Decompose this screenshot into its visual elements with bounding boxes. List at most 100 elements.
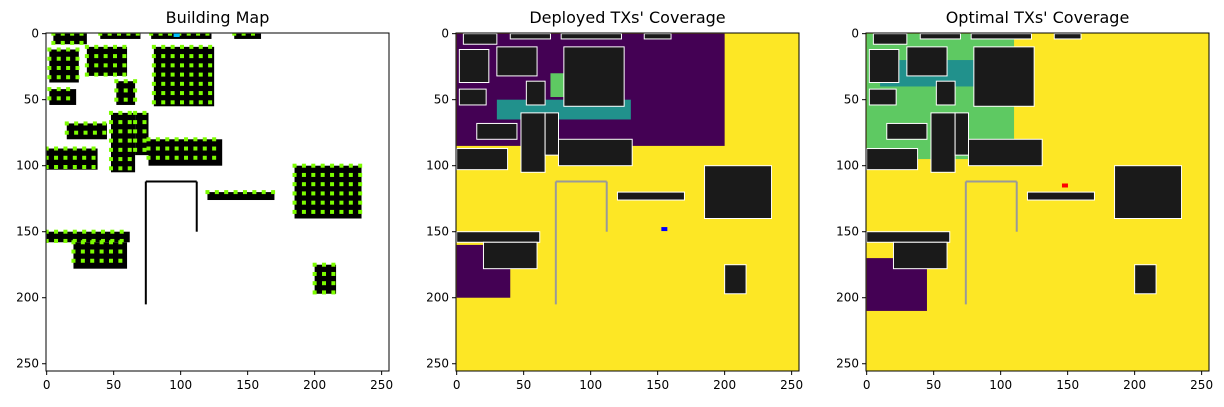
candidate-tx-point — [170, 72, 175, 77]
candidate-tx-point — [123, 79, 128, 84]
candidate-tx-point — [292, 163, 297, 168]
candidate-tx-point — [108, 147, 113, 152]
y-tick-label: 0 — [31, 27, 39, 41]
deployed-coverage-panel: Deployed TXs' Coverage 0 50 100 150 200 250 0 5… — [426, 8, 803, 392]
candidate-tx-point — [186, 33, 191, 36]
candidate-tx-point — [311, 172, 316, 177]
candidate-tx-point — [122, 72, 127, 77]
candidate-tx-point — [161, 54, 166, 59]
candidate-tx-point — [348, 200, 353, 205]
candidate-tx-point — [151, 72, 156, 77]
candidate-tx-point — [56, 75, 61, 80]
candidate-tx-point — [72, 155, 77, 160]
candidate-tx-point — [161, 72, 166, 77]
candidate-tx-point — [91, 165, 96, 170]
candidate-tx-point — [80, 249, 85, 254]
candidate-tx-point — [113, 63, 118, 68]
x-tick-label: 100 — [169, 378, 192, 392]
building-8 — [116, 81, 136, 105]
candidate-tx-point — [161, 100, 166, 105]
candidate-tx-point — [102, 130, 107, 135]
candidate-tx-point — [71, 249, 76, 254]
candidate-tx-point — [47, 75, 52, 80]
candidate-tx-point — [320, 209, 325, 214]
candidate-tx-point — [113, 44, 118, 49]
building-5 — [906, 46, 948, 77]
building-3 — [234, 33, 262, 39]
candidate-tx-point — [312, 281, 317, 286]
candidate-tx-point — [103, 44, 108, 49]
building-4 — [458, 49, 490, 84]
candidate-tx-point — [330, 191, 335, 196]
candidate-tx-point — [108, 138, 113, 143]
candidate-tx-point — [82, 165, 87, 170]
optimal-coverage-title: Optimal TXs' Coverage — [946, 8, 1130, 27]
candidate-tx-point — [47, 65, 52, 70]
candidate-tx-point — [167, 33, 172, 36]
candidate-tx-point — [179, 91, 184, 96]
candidate-tx-point — [94, 72, 99, 77]
candidate-tx-point — [79, 33, 84, 36]
candidate-tx-point — [63, 229, 68, 234]
x-tick-label: 100 — [989, 378, 1012, 392]
candidate-tx-point — [331, 271, 336, 276]
candidate-tx-point — [331, 262, 336, 267]
building-0 — [53, 33, 87, 45]
candidate-tx-point — [170, 100, 175, 105]
deployed-tx-point — [173, 33, 180, 37]
candidate-tx-point — [358, 200, 363, 205]
x-tick-label: 150 — [1056, 378, 1079, 392]
candidate-tx-point — [94, 63, 99, 68]
candidate-tx-point — [114, 79, 119, 84]
candidate-tx-point — [90, 258, 95, 263]
building-13 — [148, 139, 223, 166]
x-tick-label: 100 — [579, 378, 602, 392]
candidate-tx-point — [46, 146, 49, 151]
candidate-tx-point — [56, 96, 61, 101]
candidate-tx-point — [46, 238, 49, 243]
candidate-tx-point — [212, 155, 217, 160]
candidate-tx-point — [198, 44, 203, 49]
candidate-tx-point — [47, 96, 52, 101]
candidate-tx-point — [133, 97, 138, 102]
candidate-tx-point — [47, 47, 52, 52]
candidate-tx-point — [82, 146, 87, 151]
candidate-tx-point — [100, 229, 105, 234]
candidate-tx-point — [208, 100, 213, 105]
transmitter-marker — [661, 227, 668, 232]
candidate-tx-point — [108, 240, 113, 245]
x-tick-label: 0 — [453, 378, 461, 392]
candidate-tx-point — [127, 147, 132, 152]
candidate-tx-point — [320, 200, 325, 205]
building-16 — [866, 231, 951, 243]
building-13 — [557, 138, 633, 167]
candidate-tx-point — [66, 56, 71, 61]
candidate-tx-point — [90, 240, 95, 245]
candidate-tx-point — [126, 33, 131, 36]
building-18 — [1134, 264, 1157, 295]
candidate-tx-point — [118, 240, 123, 245]
candidate-tx-point — [212, 137, 217, 142]
building-4 — [868, 49, 900, 84]
candidate-tx-point — [114, 88, 119, 93]
candidate-tx-point — [80, 240, 85, 245]
x-tick-label: 200 — [1123, 378, 1146, 392]
candidate-tx-point — [189, 72, 194, 77]
building-17 — [892, 241, 948, 270]
candidate-tx-point — [127, 120, 132, 125]
candidate-tx-point — [189, 44, 194, 49]
candidate-tx-point — [151, 100, 156, 105]
candidate-tx-point — [179, 63, 184, 68]
candidate-tx-point — [98, 33, 103, 36]
candidate-tx-point — [108, 166, 113, 171]
candidate-tx-point — [330, 163, 335, 168]
candidate-tx-point — [83, 130, 88, 135]
candidate-tx-point — [94, 44, 99, 49]
candidate-tx-point — [127, 157, 132, 162]
candidate-tx-point — [358, 182, 363, 187]
candidate-tx-point — [113, 54, 118, 59]
candidate-tx-point — [339, 191, 344, 196]
building-2 — [560, 33, 622, 40]
candidate-tx-point — [133, 120, 138, 125]
candidate-tx-point — [292, 172, 297, 177]
